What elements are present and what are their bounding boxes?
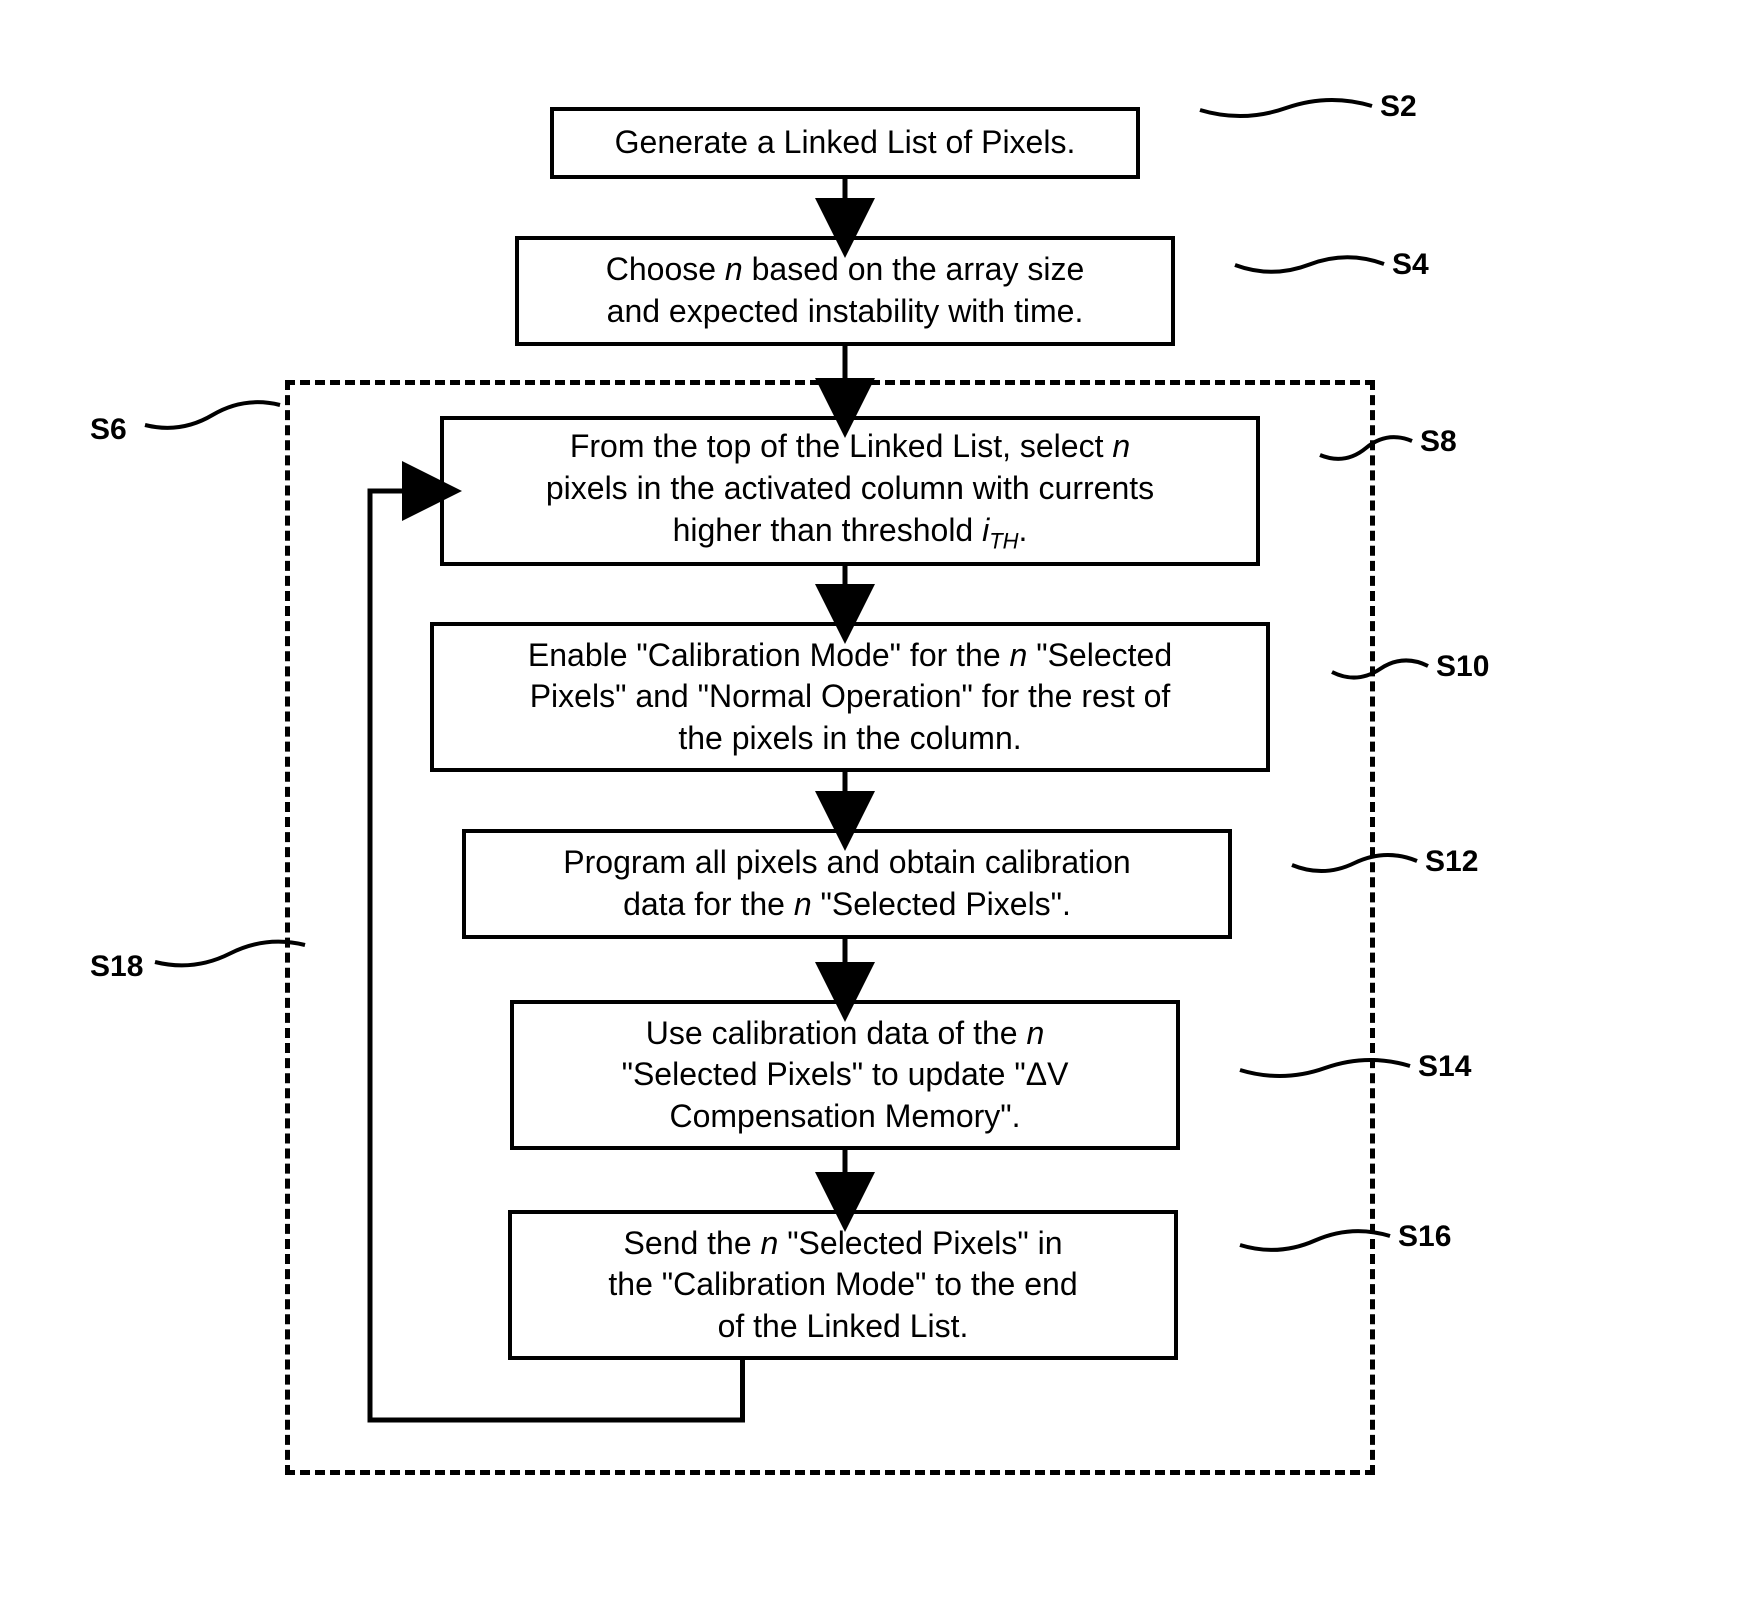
- flowchart-canvas: Generate a Linked List of Pixels. Choose…: [0, 0, 1753, 1608]
- connector-layer: [0, 0, 1753, 1608]
